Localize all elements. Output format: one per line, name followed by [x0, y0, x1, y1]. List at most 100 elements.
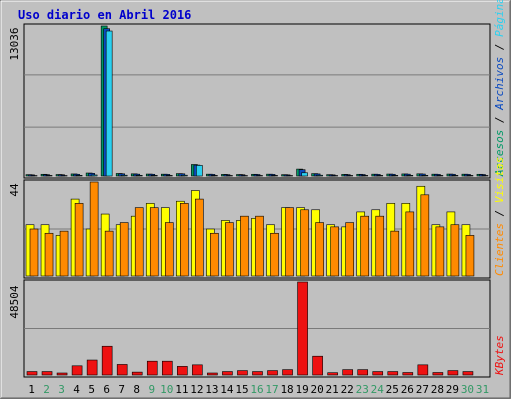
bar-kbytes-day-25	[387, 371, 399, 376]
x-tick-label-day-16: 16	[250, 383, 263, 396]
bar-paginas-day-16	[256, 175, 263, 177]
bar-clientes-day-30	[465, 235, 475, 277]
bar-clientes-day-25	[390, 230, 400, 277]
bar-clientes-day-16	[255, 215, 264, 277]
legend-bottom: KBytes	[493, 335, 506, 376]
ymax-label-bottom: 48504	[8, 285, 21, 318]
legend-part-top-4: Páginas	[493, 0, 506, 37]
plot-area-top	[23, 23, 491, 179]
bar-clientes-day-19	[300, 209, 309, 277]
bar-kbytes-day-28	[432, 372, 444, 376]
bar-kbytes-day-30	[462, 371, 474, 376]
x-tick-label-day-2: 2	[43, 383, 50, 396]
bar-paginas-day-17	[271, 175, 278, 177]
bar-kbytes-day-22	[342, 369, 353, 376]
x-tick-label-day-8: 8	[133, 383, 140, 396]
x-tick-label-day-24: 24	[371, 383, 385, 396]
bar-paginas-day-19	[301, 172, 308, 177]
x-tick-label-day-27: 27	[416, 383, 429, 396]
bar-clientes-day-22	[345, 222, 354, 277]
bar-paginas-day-31	[481, 175, 489, 177]
bar-kbytes-day-29	[447, 370, 459, 376]
bar-kbytes-day-1	[26, 371, 38, 376]
bar-paginas-day-20	[316, 174, 323, 177]
bar-kbytes-day-6	[101, 345, 113, 376]
legend-part-top-3: /	[493, 37, 506, 57]
bar-clientes-day-4	[74, 203, 84, 277]
bar-kbytes-day-20	[312, 355, 323, 376]
bar-paginas-day-7	[120, 174, 128, 177]
bar-clientes-day-15	[240, 215, 249, 277]
bar-clientes-day-10	[164, 222, 174, 277]
bar-clientes-day-5	[89, 181, 99, 277]
bar-clientes-day-9	[149, 207, 159, 277]
bar-kbytes-day-4	[71, 365, 83, 376]
x-tick-label-day-23: 23	[356, 383, 369, 396]
bar-paginas-day-4	[75, 175, 83, 177]
bar-kbytes-day-3	[56, 372, 68, 376]
bar-kbytes-day-19	[297, 281, 308, 376]
x-tick-label-day-15: 15	[235, 383, 248, 396]
bar-kbytes-day-27	[417, 364, 429, 376]
ymax-label-middle: 44	[8, 183, 21, 197]
bar-clientes-day-21	[330, 226, 339, 277]
bar-clientes-day-2	[44, 232, 54, 277]
x-tick-label-day-12: 12	[190, 383, 203, 396]
bar-paginas-day-24	[376, 175, 384, 177]
x-tick-label-day-22: 22	[341, 383, 354, 396]
bar-kbytes-day-11	[177, 366, 188, 376]
x-tick-label-day-1: 1	[28, 383, 35, 396]
bar-paginas-day-29	[451, 175, 459, 177]
ymax-label-top: 13036	[8, 27, 21, 60]
bar-clientes-day-20	[315, 222, 324, 277]
legend-part-middle-2: Visitas	[493, 157, 506, 203]
bar-kbytes-day-12	[192, 364, 203, 376]
bar-paginas-day-18	[286, 175, 293, 177]
bar-paginas-day-27	[421, 175, 429, 177]
bar-clientes-day-26	[405, 211, 415, 277]
chart-panels: 13036 Accesos / Archivos / Páginas 44 Clien…	[8, 0, 506, 378]
panel-middle: 44 Clientes / Visitas	[8, 157, 506, 279]
x-tick-label-day-18: 18	[280, 383, 293, 396]
bar-clientes-day-8	[134, 207, 144, 277]
x-tick-label-day-14: 14	[220, 383, 234, 396]
bar-paginas-day-14	[226, 175, 233, 177]
bar-kbytes-day-21	[327, 372, 338, 376]
bar-clientes-day-1	[29, 228, 39, 277]
x-tick-label-day-25: 25	[386, 383, 399, 396]
x-axis-day-labels: 1 2 3 4 5 6 7 8 9 10 11 12 13 14 15 16 17 18 19 20 21 22 23 24 2…	[28, 383, 489, 396]
bar-kbytes-day-24	[372, 371, 384, 376]
x-tick-label-day-4: 4	[73, 383, 80, 396]
legend-middle: Clientes / Visitas	[493, 157, 506, 276]
x-tick-label-day-7: 7	[118, 383, 125, 396]
x-tick-label-day-19: 19	[295, 383, 308, 396]
bar-kbytes-day-8	[131, 371, 143, 376]
bar-clientes-day-6	[104, 230, 114, 277]
bar-clientes-day-23	[360, 215, 370, 277]
bar-paginas-day-9	[150, 175, 158, 177]
x-tick-label-day-5: 5	[88, 383, 95, 396]
x-tick-label-day-21: 21	[326, 383, 339, 396]
bar-paginas-day-5	[90, 174, 98, 177]
bar-paginas-day-2	[45, 175, 53, 177]
bar-paginas-day-26	[406, 175, 414, 177]
bar-clientes-day-17	[270, 232, 279, 277]
x-tick-label-day-6: 6	[103, 383, 110, 396]
bar-kbytes-day-14	[222, 371, 233, 376]
bar-paginas-day-15	[241, 175, 248, 177]
bar-clientes-day-24	[375, 215, 385, 277]
x-tick-label-day-13: 13	[205, 383, 218, 396]
bar-kbytes-day-15	[237, 370, 248, 376]
bar-clientes-day-7	[119, 222, 129, 277]
legend-part-top-0: Accesos	[493, 130, 506, 177]
bar-paginas-day-21	[331, 175, 338, 177]
x-tick-label-day-9: 9	[148, 383, 155, 396]
x-tick-label-day-29: 29	[446, 383, 459, 396]
bar-paginas-day-10	[165, 175, 173, 177]
bar-paginas-day-12	[196, 165, 203, 177]
x-tick-label-day-28: 28	[431, 383, 444, 396]
x-tick-label-day-31: 31	[476, 383, 489, 396]
bar-paginas-day-25	[391, 175, 399, 177]
panel-bottom: 48504 KBytes	[8, 279, 506, 378]
